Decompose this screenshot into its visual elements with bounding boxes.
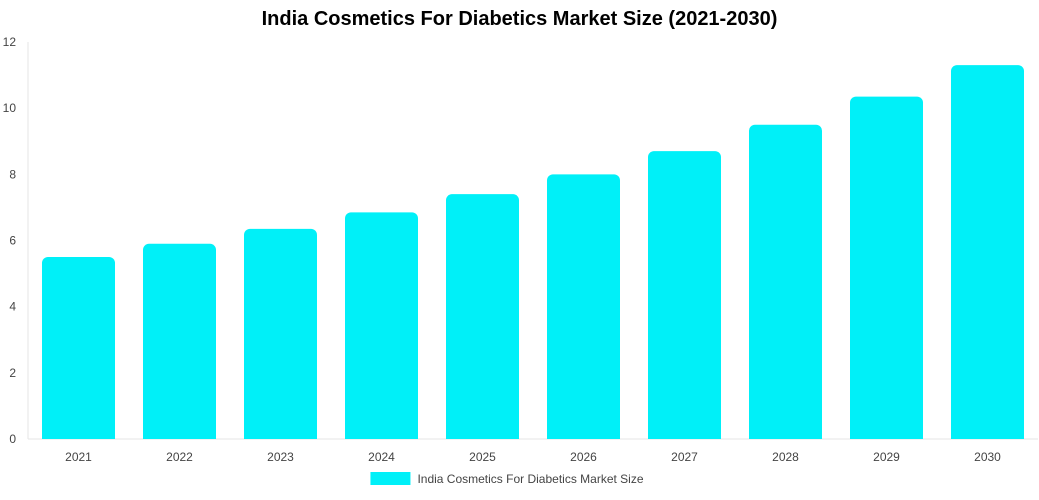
bar-base-2023 [244, 433, 317, 439]
bars [42, 65, 1024, 440]
y-tick-label: 4 [9, 300, 16, 314]
bar-2027[interactable] [648, 151, 721, 440]
bar-base-2025 [446, 433, 519, 439]
bar-2030[interactable] [951, 65, 1024, 440]
x-tick-label: 2021 [65, 450, 92, 464]
bar-2023[interactable] [244, 228, 317, 439]
x-axis: 2021 2022 2023 2024 2025 2026 2027 2028 2029 2030 [28, 438, 1038, 464]
y-tick-label: 2 [9, 366, 16, 380]
x-tick-label: 2026 [570, 450, 597, 464]
bar-2028[interactable] [749, 124, 822, 439]
x-tick-label: 2025 [469, 450, 496, 464]
y-tick-label: 6 [9, 234, 16, 248]
x-tick-label: 2027 [671, 450, 698, 464]
bar-2025[interactable] [446, 194, 519, 439]
bar-2021[interactable] [42, 257, 115, 439]
bar-2029[interactable] [850, 96, 923, 440]
bar-base-2030 [951, 433, 1024, 439]
legend[interactable]: India Cosmetics For Diabetics Market Siz… [370, 472, 644, 486]
legend-label: India Cosmetics For Diabetics Market Siz… [417, 472, 643, 486]
x-tick-label: 2028 [772, 450, 799, 464]
bar-base-2027 [648, 433, 721, 439]
y-tick-label: 0 [9, 432, 16, 446]
bar-base-2022 [143, 433, 216, 439]
x-tick-label: 2029 [873, 450, 900, 464]
bar-2022[interactable] [143, 243, 216, 439]
y-axis: 0 2 4 6 8 10 12 [3, 35, 29, 446]
bar-base-2026 [547, 433, 620, 439]
chart-title: India Cosmetics For Diabetics Market Siz… [261, 8, 778, 30]
x-tick-label: 2023 [267, 450, 294, 464]
y-tick-label: 12 [3, 35, 17, 49]
bar-2026[interactable] [547, 174, 620, 440]
x-tick-label: 2024 [368, 450, 395, 464]
x-tick-label: 2022 [166, 450, 193, 464]
legend-swatch [370, 472, 411, 485]
y-tick-label: 10 [3, 101, 17, 115]
bar-base-2029 [850, 433, 923, 439]
y-tick-label: 8 [9, 167, 16, 181]
bar-2024[interactable] [345, 212, 418, 439]
bar-base-2024 [345, 433, 418, 439]
bar-base-2028 [749, 433, 822, 439]
x-tick-label: 2030 [974, 450, 1001, 464]
bar-base-2021 [42, 433, 115, 439]
